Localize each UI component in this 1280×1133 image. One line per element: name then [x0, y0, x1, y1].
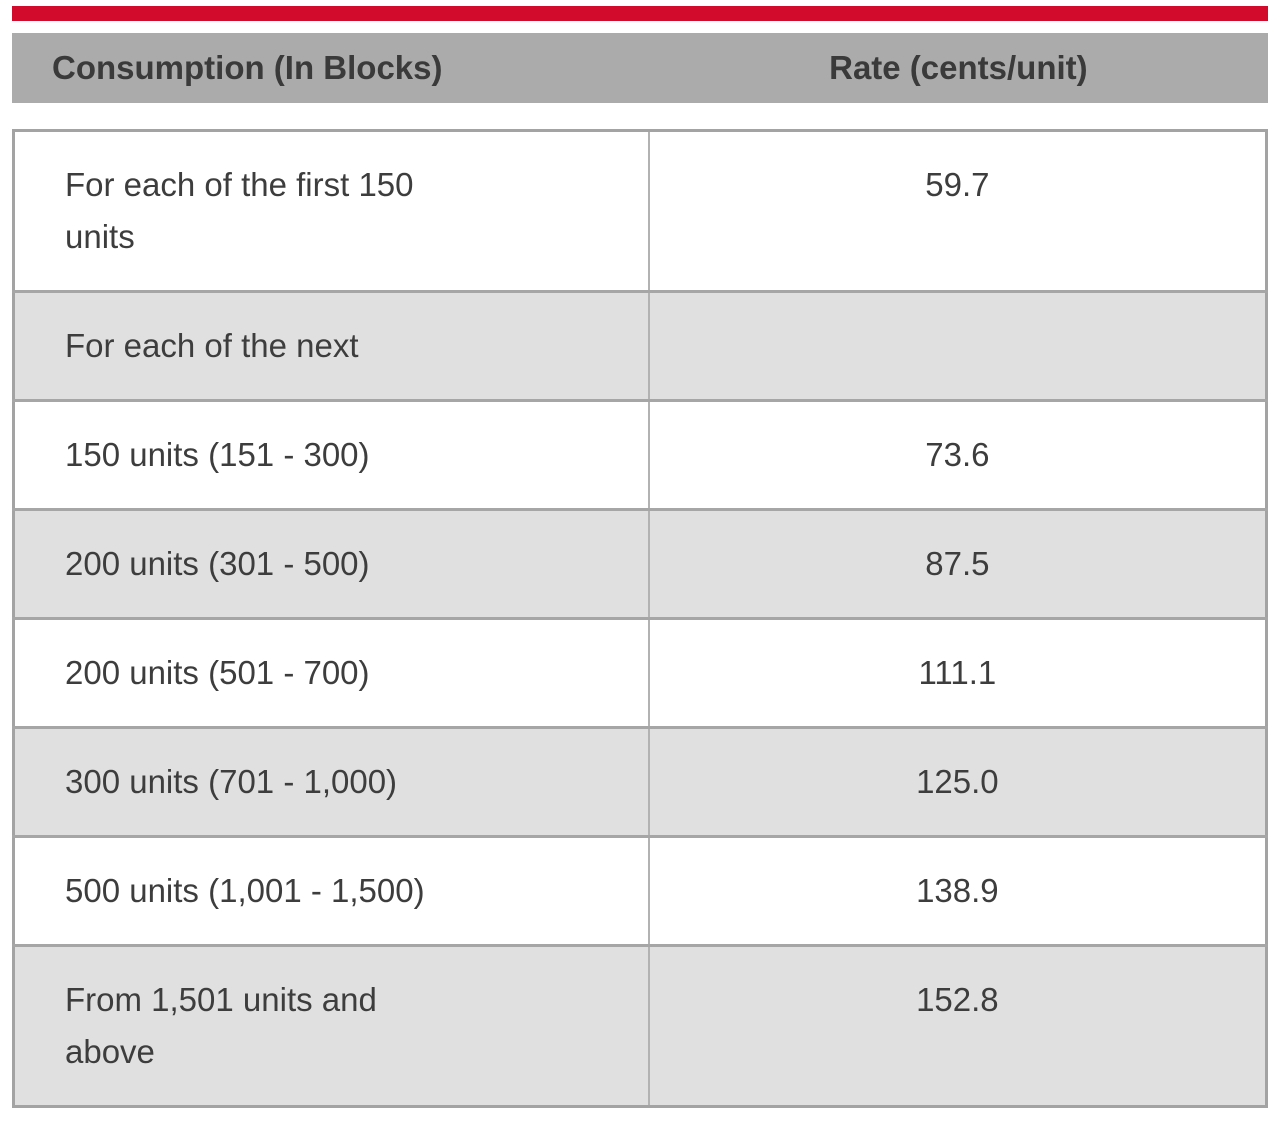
- consumption-cell: 150 units (151 - 300): [13, 399, 649, 510]
- column-header-rate: Rate (cents/unit): [829, 49, 1088, 86]
- column-header-consumption: Consumption (In Blocks): [52, 49, 443, 86]
- rate-cell: 87.5: [647, 508, 1267, 619]
- consumption-cell: 500 units (1,001 - 1,500): [13, 835, 649, 946]
- rate-table: For each of the first 150 units 59.7 For…: [12, 129, 1268, 1108]
- accent-bar: [12, 6, 1268, 21]
- consumption-cell: 200 units (301 - 500): [13, 508, 649, 619]
- consumption-cell: For each of the first 150 units: [65, 166, 414, 255]
- table-row: 300 units (701 - 1,000) 125.0: [13, 726, 1267, 837]
- consumption-cell: 300 units (701 - 1,000): [13, 726, 649, 837]
- rate-table-body: For each of the first 150 units 59.7 For…: [13, 130, 1267, 1107]
- consumption-cell: From 1,501 units and above: [13, 944, 649, 1107]
- page: Consumption (In Blocks) Rate (cents/unit…: [12, 6, 1268, 1108]
- rate-cell: 125.0: [647, 726, 1267, 837]
- rate-cell: 152.8: [647, 944, 1267, 1107]
- rate-cell: [647, 290, 1267, 401]
- consumption-cell: For each of the next: [13, 290, 649, 401]
- rate-cell: 111.1: [647, 617, 1267, 728]
- table-row: From 1,501 units and above 152.8: [13, 944, 1267, 1107]
- rate-cell: 73.6: [647, 399, 1267, 510]
- table-row: 150 units (151 - 300) 73.6: [13, 399, 1267, 510]
- table-header-row: Consumption (In Blocks) Rate (cents/unit…: [12, 33, 1268, 103]
- table-row: 200 units (501 - 700) 111.1: [13, 617, 1267, 728]
- rate-cell: 59.7: [647, 130, 1267, 292]
- consumption-cell: 200 units (501 - 700): [13, 617, 649, 728]
- table-row: 200 units (301 - 500) 87.5: [13, 508, 1267, 619]
- table-row: 500 units (1,001 - 1,500) 138.9: [13, 835, 1267, 946]
- table-row: For each of the first 150 units 59.7: [13, 130, 1267, 292]
- table-row: For each of the next: [13, 290, 1267, 401]
- rate-cell: 138.9: [647, 835, 1267, 946]
